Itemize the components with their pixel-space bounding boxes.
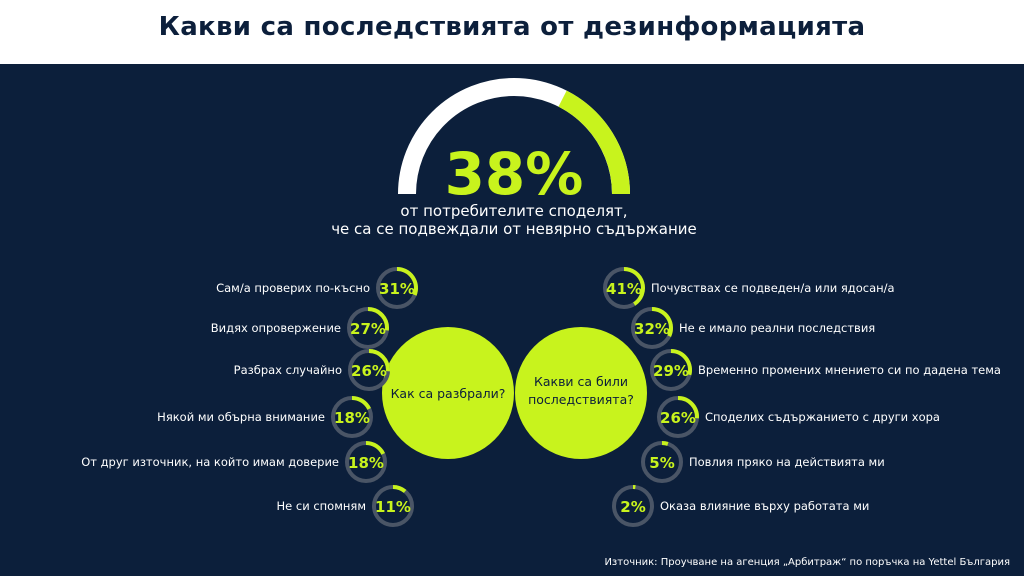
left-donut-4-arc (365, 441, 385, 455)
gauge-value-label: 38% (445, 140, 584, 208)
left-donut-0-arc (396, 267, 418, 296)
right-donut-0-value: 41% (606, 280, 642, 298)
left-item-label-4: От друг източник, на който имам доверие (81, 455, 339, 469)
left-item-label-0: Сам/а проверих по-късно (216, 281, 370, 295)
left-donut-2-value: 26% (351, 362, 387, 380)
right-center-circle (515, 327, 647, 459)
right-donut-3-value: 26% (660, 409, 696, 427)
right-item-label-2: Временно промених мнението си по дадена … (698, 363, 1001, 377)
gauge-caption-line2: че са се подвеждали от невярно съдържани… (331, 220, 697, 238)
right-item-label-5: Оказа влияние върху работата ми (660, 499, 869, 513)
right-center-title-line2: последствията? (528, 392, 634, 407)
gauge-caption-line1: от потребителите споделят, (400, 202, 627, 220)
left-donut-0-value: 31% (379, 280, 415, 298)
left-donut-5-arc (392, 485, 407, 493)
left-center-title: Как са разбрали? (391, 386, 506, 401)
left-item-label-3: Някой ми обърна внимание (157, 410, 325, 424)
left-donut-1-arc (367, 307, 389, 331)
left-center-circle (382, 327, 514, 459)
right-donut-4-arc (661, 441, 669, 446)
right-item-label-0: Почувствах се подведен/а или ядосан/а (651, 281, 895, 295)
right-donut-3-arc (677, 396, 699, 419)
right-item-label-3: Споделих съдържанието с други хора (705, 410, 940, 424)
header-bar: Какви са последствията от дезинформацият… (0, 0, 1024, 64)
left-donut-5-value: 11% (375, 498, 411, 516)
infographic-chart: 38%от потребителите споделят,че са се по… (81, 78, 1001, 527)
right-donut-2-value: 29% (653, 362, 689, 380)
left-item-label-5: Не си спомням (277, 499, 367, 513)
left-donut-4-value: 18% (348, 454, 384, 472)
gauge-fill (558, 90, 630, 195)
left-donut-1-value: 27% (350, 320, 386, 338)
left-donut-3-arc (351, 396, 371, 410)
right-donut-0-arc (623, 267, 645, 306)
right-donut-1-arc (651, 307, 673, 337)
right-donut-2-arc (670, 349, 692, 376)
right-donut-5-value: 2% (620, 498, 645, 516)
right-donut-1-value: 32% (634, 320, 670, 338)
left-donut-2-arc (368, 349, 390, 372)
right-center-title-line1: Какви са били (534, 374, 628, 389)
left-item-label-2: Разбрах случайно (234, 363, 342, 377)
source-note: Източник: Проучване на агенция „Арбитраж… (604, 557, 1010, 568)
page-title: Какви са последствията от дезинформацият… (158, 12, 866, 42)
left-donut-3-value: 18% (334, 409, 370, 427)
right-item-label-1: Не е имало реални последствия (679, 321, 875, 335)
right-item-label-4: Повлия пряко на действията ми (689, 455, 885, 469)
right-donut-4-value: 5% (649, 454, 674, 472)
left-item-label-1: Видях опровержение (211, 321, 341, 335)
